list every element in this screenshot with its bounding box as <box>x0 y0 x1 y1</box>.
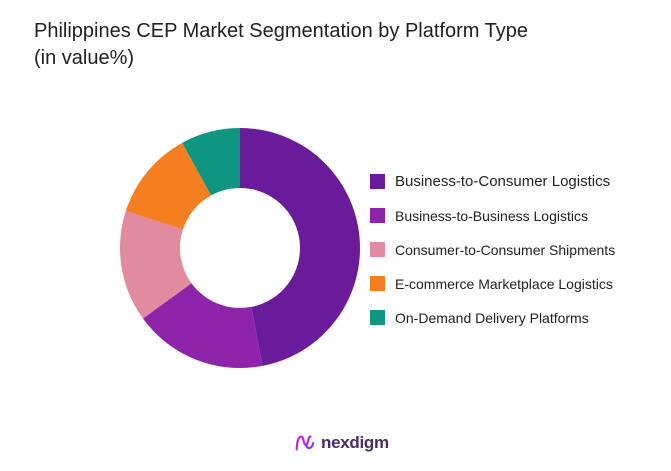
legend-swatch <box>370 242 385 257</box>
legend-item-2: Business-to-Business Logistics <box>370 204 615 227</box>
legend-item-1: Business-to-Consumer Logistics <box>370 170 615 193</box>
legend-swatch <box>370 276 385 291</box>
chart-legend: Business-to-Consumer Logistics Business-t… <box>370 170 615 340</box>
donut-slice-2 <box>142 283 263 368</box>
legend-swatch <box>370 174 385 189</box>
nexdigm-logo-icon <box>295 435 315 451</box>
donut-slice-1 <box>240 128 361 366</box>
chart-title-line-1: Philippines CEP Market Segmentation by P… <box>34 20 528 42</box>
brand-name: nexdigm <box>321 433 389 452</box>
legend-item-3: Consumer-to-Consumer Shipments <box>370 238 615 261</box>
donut-slice-5 <box>182 128 240 196</box>
donut-chart <box>120 128 361 368</box>
legend-item-4: E-commerce Marketplace Logistics <box>370 272 615 295</box>
legend-label: Business-to-Consumer Logistics <box>395 173 611 190</box>
donut-slice-3 <box>120 210 192 319</box>
donut-slice-4 <box>125 142 212 230</box>
legend-label: Consumer-to-Consumer Shipments <box>395 241 616 258</box>
legend-label: E-commerce Marketplace Logistics <box>395 275 613 292</box>
brand-footer: nexdigm <box>294 432 389 454</box>
legend-swatch <box>370 208 385 223</box>
legend-label: Business-to-Business Logistics <box>395 207 588 224</box>
legend-item-5: On-Demand Delivery Platforms <box>370 306 615 329</box>
legend-label: On-Demand Delivery Platforms <box>395 309 589 326</box>
legend-swatch <box>370 310 385 325</box>
chart-title: Philippines CEP Market Segmentation by P… <box>34 18 634 72</box>
chart-title-line-2: (in value%) <box>34 47 135 69</box>
